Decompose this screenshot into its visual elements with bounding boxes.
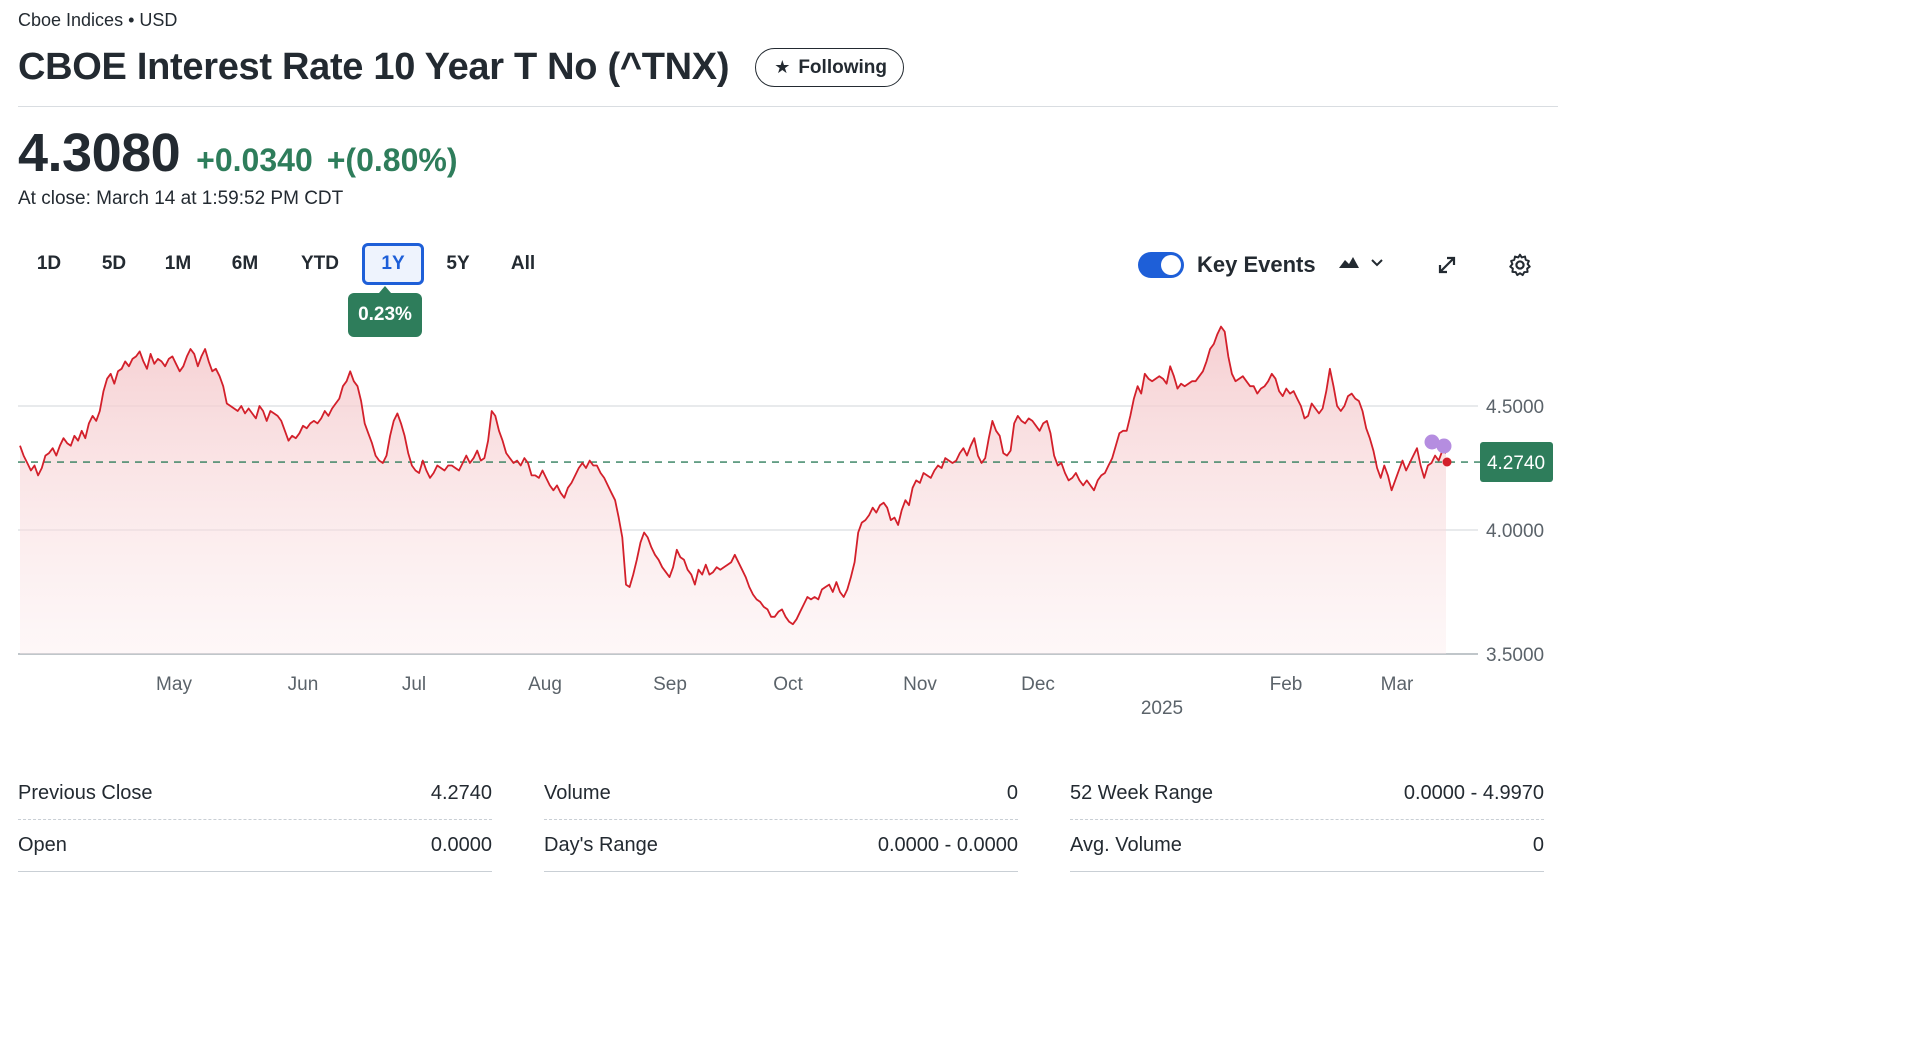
key-event-marker[interactable] <box>1436 438 1452 454</box>
range-ytd[interactable]: YTD <box>301 253 339 274</box>
x-tick-label: 2025 <box>1141 698 1183 719</box>
x-tick-label: Mar <box>1381 674 1414 695</box>
range-change-tooltip: 0.23% <box>348 286 422 337</box>
toggle-knob <box>1161 255 1181 275</box>
title-row: CBOE Interest Rate 10 Year T No (^TNX) ★… <box>18 46 904 89</box>
stat-value: 0.0000 - 4.9970 <box>1403 782 1544 804</box>
last-price: 4.3080 <box>18 123 181 183</box>
star-icon: ★ <box>774 57 791 77</box>
x-tick-label: Oct <box>773 674 803 695</box>
price-area-fill <box>20 326 1446 654</box>
stats-column-3: 52 Week Range 0.0000 - 4.9970 Avg. Volum… <box>1070 768 1544 872</box>
x-tick-label: Sep <box>653 674 687 695</box>
stat-value: 4.2740 <box>430 782 492 804</box>
stat-volume: Volume 0 <box>544 768 1018 820</box>
x-tick-label: May <box>156 674 192 695</box>
exchange-currency-label: Cboe Indices • USD <box>18 10 178 30</box>
range-6m[interactable]: 6M <box>231 253 259 274</box>
key-event-marker[interactable] <box>1424 434 1440 450</box>
price-change-percent: +(0.80%) <box>326 142 458 178</box>
x-tick-label: Nov <box>903 674 937 695</box>
stat-label: Avg. Volume <box>1070 834 1182 856</box>
stat-label: Volume <box>544 782 611 804</box>
x-tick-label: Jul <box>402 674 426 695</box>
range-5y[interactable]: 5Y <box>446 253 470 274</box>
range-1m[interactable]: 1M <box>164 253 192 274</box>
stat-label: 52 Week Range <box>1070 782 1214 804</box>
price-change: +0.0340 <box>196 142 313 178</box>
quote-row: 4.3080 +0.0340 +(0.80%) <box>18 122 457 184</box>
key-events-toggle[interactable] <box>1138 252 1184 278</box>
y-tick-label: 4.5000 <box>1486 397 1544 418</box>
gear-icon <box>1509 253 1531 277</box>
x-tick-label: Feb <box>1270 674 1303 695</box>
following-button[interactable]: ★ Following <box>755 48 904 87</box>
chart-type-menu[interactable] <box>1338 254 1386 270</box>
range-all[interactable]: All <box>510 253 536 274</box>
chevron-down-icon <box>1371 259 1383 267</box>
stat-avg-volume: Avg. Volume 0 <box>1070 820 1544 872</box>
range-selector: 1D 5D 1M 6M YTD 1Y 5Y All <box>18 243 558 285</box>
price-chart[interactable]: 4.5000 4.0000 3.5000 May Jun Jul Aug Sep Oct Nov D… <box>0 300 1560 730</box>
range-5d[interactable]: 5D <box>101 253 127 274</box>
mountain-chart-icon <box>1339 257 1359 268</box>
settings-button[interactable] <box>1505 251 1535 279</box>
close-time: At close: March 14 at 1:59:52 PM CDT <box>18 188 344 209</box>
expand-icon <box>1438 256 1456 274</box>
stat-open: Open 0.0000 <box>18 820 492 872</box>
previous-close-badge <box>1480 442 1553 483</box>
expand-button[interactable] <box>1432 251 1462 279</box>
x-tick-label: Jun <box>288 674 319 695</box>
y-tick-label: 3.5000 <box>1486 645 1544 666</box>
stats-column-2: Volume 0 Day's Range 0.0000 - 0.0000 <box>544 768 1018 872</box>
stat-value: 0 <box>1006 782 1018 804</box>
stats-column-1: Previous Close 4.2740 Open 0.0000 <box>18 768 492 872</box>
stat-label: Day's Range <box>544 834 658 856</box>
page-title: CBOE Interest Rate 10 Year T No (^TNX) <box>18 46 730 88</box>
stat-52-week-range: 52 Week Range 0.0000 - 4.9970 <box>1070 768 1544 820</box>
range-1d[interactable]: 1D <box>36 253 62 274</box>
stat-value: 0 <box>1532 834 1544 856</box>
following-label: Following <box>798 56 887 78</box>
price-line <box>19 325 1447 626</box>
header-divider <box>18 106 1558 107</box>
last-price-dot <box>1442 457 1452 467</box>
y-tick-label: 4.0000 <box>1486 521 1544 542</box>
x-tick-label: Dec <box>1021 674 1055 695</box>
stat-value: 0.0000 <box>430 834 492 856</box>
x-tick-label: Aug <box>528 674 562 695</box>
stat-value: 0.0000 - 0.0000 <box>877 834 1018 856</box>
stat-days-range: Day's Range 0.0000 - 0.0000 <box>544 820 1018 872</box>
range-1y[interactable]: 1Y <box>362 243 424 285</box>
key-events-label: Key Events <box>1197 252 1316 277</box>
stat-label: Previous Close <box>18 782 153 804</box>
previous-close-badge-label: 4.2740 <box>1487 453 1545 474</box>
stat-label: Open <box>18 834 67 856</box>
stat-previous-close: Previous Close 4.2740 <box>18 768 492 820</box>
